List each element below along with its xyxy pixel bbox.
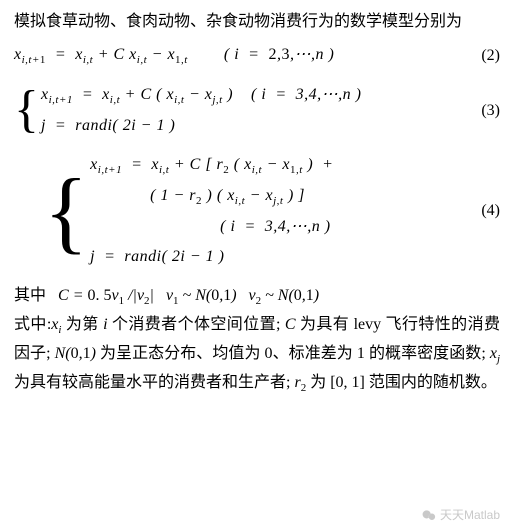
watermark: 天天Matlab [422,505,500,525]
equation-3-number: (3) [481,97,500,124]
body-label: 式中: [14,316,51,333]
left-brace-icon: { [14,80,39,141]
sym-xi: xi [51,316,61,333]
text-seg: 为呈正态分布、均值为 0、标准差为 1 的概率密度函数; [96,345,490,362]
equation-4-row-4: j = randi( 2i − 1 ) [90,242,333,272]
equation-4-number: (4) [481,197,500,224]
equation-3-row-2: j = randi( 2i − 1 ) [41,111,361,141]
definition-paragraph: 式中:xi 为第 i 个消费者个体空间位置; C 为具有 levy 飞行特性的消… [14,311,500,398]
equation-4-row-1: xi,t+1 = xi,t + C [ r2 ( xi,t − x1,t ) + [90,150,333,181]
equation-4-row-3: ( i = 3,4,⋯,n ) [90,212,333,242]
equation-3-row-1: xi,t+1 = xi,t + C ( xi,t − xj,t ) ( i = … [41,80,361,111]
text-seg: 个消费者个体空间位置; [108,316,285,333]
text-seg: 为第 [61,316,103,333]
equation-2: xi,t+1 = xi,t + C xi,t − x1,t ( i = 2,3,… [14,41,500,70]
equation-4: { xi,t+1 = xi,t + C [ r2 ( xi,t − x1,t )… [44,146,500,277]
sym-xj: xj [490,345,500,362]
left-brace-icon: { [44,150,88,273]
sym-c: C [285,316,296,333]
wechat-icon [422,509,436,521]
watermark-text: 天天Matlab [440,505,500,525]
equation-2-body: xi,t+1 = xi,t + C xi,t − x1,t ( i = 2,3,… [14,41,473,70]
text-seg: 为具有较高能量水平的消费者和生产者; [14,374,294,391]
equation-4-row-2: ( 1 − r2 ) ( xi,t − xj,t ) ] [90,181,333,212]
where-math: C = 0. 5v1 /|v2| v1 ~ N(0,1) v2 ~ N(0,1) [58,287,319,304]
intro-paragraph: 模拟食草动物、食肉动物、杂食动物消费行为的数学模型分别为 [14,8,500,35]
sym-n01: N(0,1) [55,345,96,362]
sym-r2: r2 [294,374,306,391]
equation-2-number: (2) [481,42,500,69]
where-label: 其中 [14,287,46,304]
equation-3: { xi,t+1 = xi,t + C ( xi,t − xj,t ) ( i … [14,76,500,145]
where-line: 其中 C = 0. 5v1 /|v2| v1 ~ N(0,1) v2 ~ N(0… [14,282,500,311]
text-seg: 为 [0, 1] 范围内的随机数。 [306,374,497,391]
